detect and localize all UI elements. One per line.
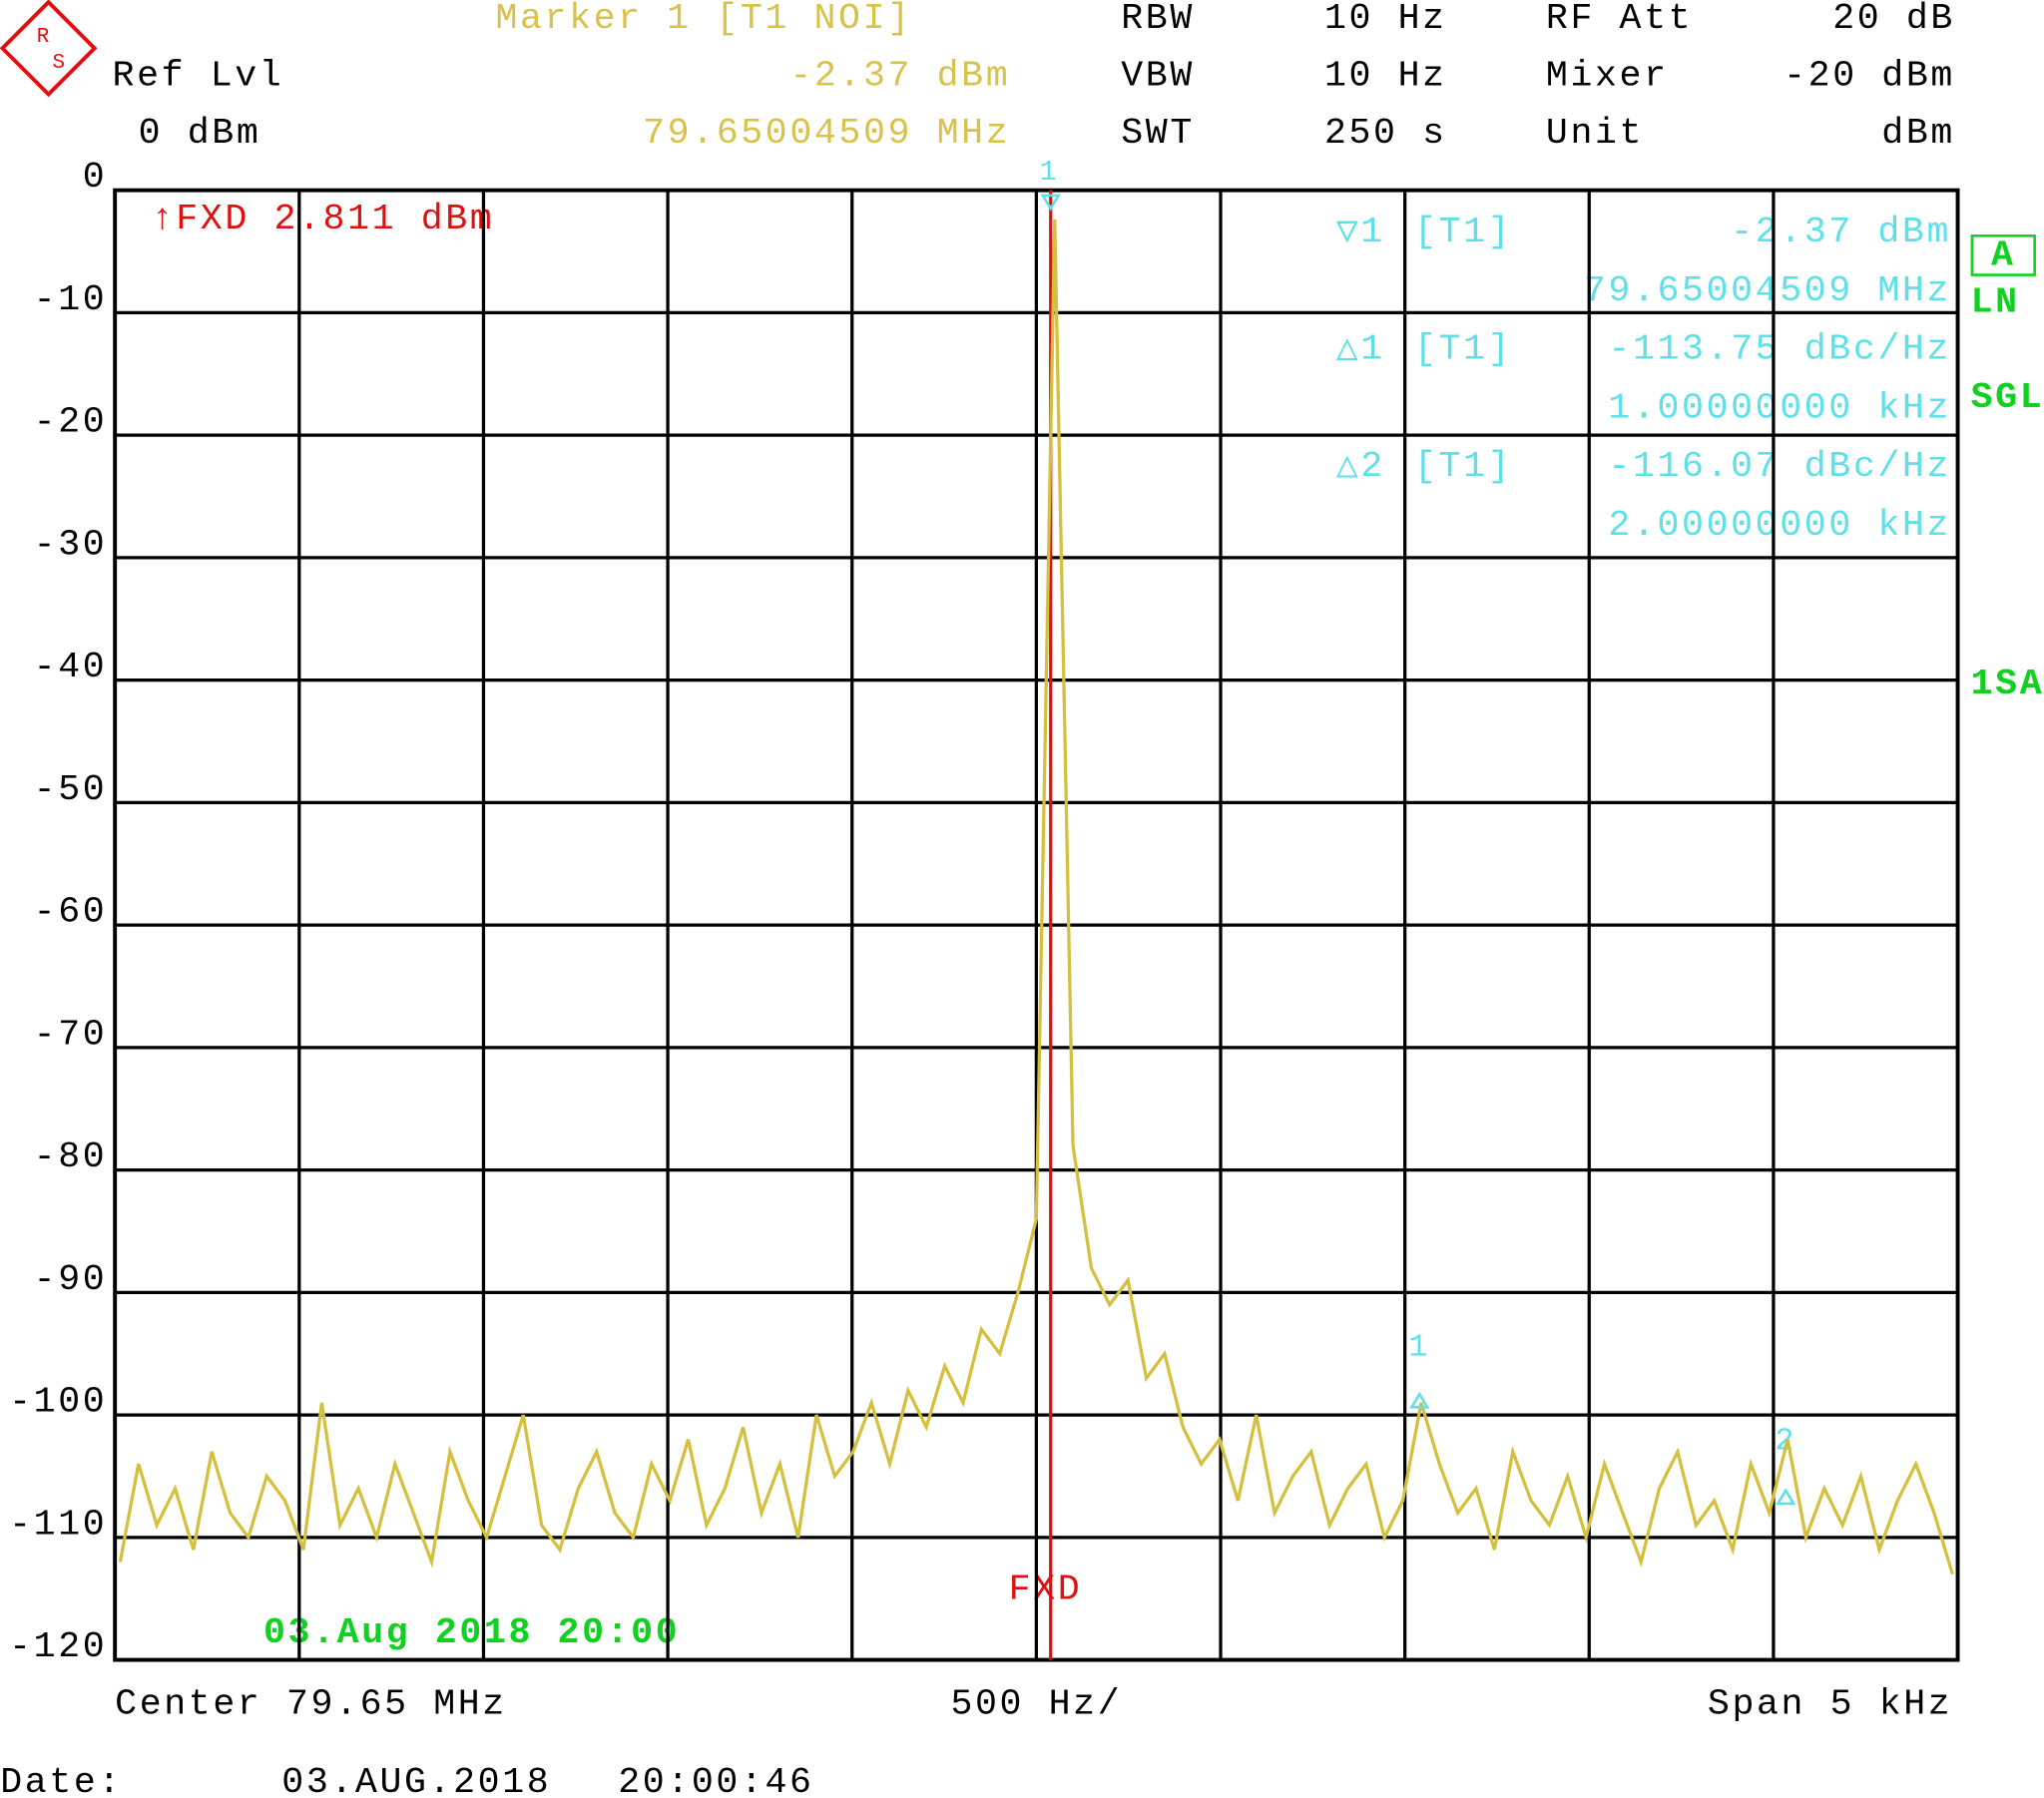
setting-value: 20 dB bbox=[1832, 0, 1955, 39]
marker-triangle bbox=[1776, 1488, 1796, 1506]
center-label: Center 79.65 MHz bbox=[115, 1684, 507, 1725]
setting-name: Mixer bbox=[1546, 55, 1669, 96]
timestamp: 03.Aug 2018 20:00 bbox=[263, 1612, 680, 1653]
marker-freq: 1.00000000 kHz bbox=[1608, 387, 1951, 428]
setting-name: Unit bbox=[1546, 113, 1644, 154]
logo-letter: S bbox=[52, 52, 67, 75]
display-line-tag: FXD bbox=[1009, 1570, 1083, 1610]
side-label: A bbox=[1991, 235, 2016, 276]
y-tick-label: -30 bbox=[34, 524, 108, 565]
y-tick-label: -40 bbox=[34, 647, 108, 687]
y-tick-label: -20 bbox=[34, 402, 108, 443]
span-label: Span 5 kHz bbox=[1708, 1684, 1952, 1725]
setting-name: SWT bbox=[1121, 113, 1195, 154]
y-tick-label: -80 bbox=[34, 1136, 108, 1177]
delta-marker-label: 1 bbox=[1409, 1330, 1430, 1365]
marker-level: -2.37 dBm bbox=[789, 55, 1010, 96]
marker-triangle bbox=[1040, 194, 1061, 212]
date-label: Date: bbox=[0, 1762, 123, 1798]
side-label: LN bbox=[1971, 282, 2020, 323]
y-tick-label: -60 bbox=[34, 892, 108, 933]
date: 03.AUG.2018 bbox=[281, 1762, 551, 1798]
rs-logo: R S bbox=[0, 0, 98, 98]
plot-frame bbox=[113, 188, 1960, 1662]
y-tick-label: -70 bbox=[34, 1014, 108, 1055]
setting-value: 10 Hz bbox=[1324, 55, 1447, 96]
setting-value: dBm bbox=[1881, 113, 1955, 154]
status-box bbox=[1970, 234, 2036, 276]
side-label: SGL bbox=[1971, 377, 2044, 418]
marker-level: -113.75 dBc/Hz bbox=[1608, 329, 1951, 370]
y-tick-label: -120 bbox=[9, 1626, 107, 1667]
y-tick-label: -100 bbox=[9, 1382, 107, 1423]
y-tick-label: -90 bbox=[34, 1259, 108, 1300]
y-tick-label: 0 bbox=[83, 157, 108, 198]
y-tick-label: -50 bbox=[34, 769, 108, 810]
ref-label: Ref Lvl bbox=[113, 55, 284, 96]
setting-name: RF Att bbox=[1546, 0, 1693, 39]
setting-name: VBW bbox=[1121, 55, 1195, 96]
setting-value: -20 dBm bbox=[1784, 55, 1955, 96]
setting-name: RBW bbox=[1121, 0, 1195, 39]
marker-level: -2.37 dBm bbox=[1731, 212, 1951, 252]
setting-value: 250 s bbox=[1324, 113, 1447, 154]
marker-freq: 79.65004509 MHz bbox=[643, 113, 1010, 154]
div-label: 500 Hz/ bbox=[950, 1684, 1122, 1725]
marker-symbol: △1 bbox=[1336, 329, 1385, 370]
marker-title: Marker 1 [T1 NOI] bbox=[495, 0, 911, 39]
setting-value: 10 Hz bbox=[1324, 0, 1447, 39]
y-tick-label: -10 bbox=[34, 279, 108, 320]
display-line-label: ↑FXD 2.811 dBm bbox=[152, 199, 495, 239]
marker-trace: [T1] bbox=[1414, 446, 1512, 487]
marker-freq: 2.00000000 kHz bbox=[1608, 505, 1951, 546]
y-tick-label: -110 bbox=[9, 1504, 107, 1545]
side-label: 1SA bbox=[1971, 664, 2044, 704]
marker-level: -116.07 dBc/Hz bbox=[1608, 446, 1951, 487]
ref-value: 0 dBm bbox=[139, 113, 261, 154]
peak-marker-label: 1 bbox=[1039, 156, 1059, 189]
marker-freq: 79.65004509 MHz bbox=[1584, 270, 1951, 311]
trace bbox=[118, 219, 1954, 1575]
marker-trace: [T1] bbox=[1414, 329, 1512, 370]
marker-triangle bbox=[1409, 1391, 1430, 1409]
marker-symbol: △2 bbox=[1336, 446, 1385, 487]
logo-letter: R bbox=[37, 26, 52, 49]
marker-symbol: ▽1 bbox=[1336, 212, 1385, 252]
marker-trace: [T1] bbox=[1414, 212, 1512, 252]
time: 20:00:46 bbox=[618, 1762, 813, 1798]
